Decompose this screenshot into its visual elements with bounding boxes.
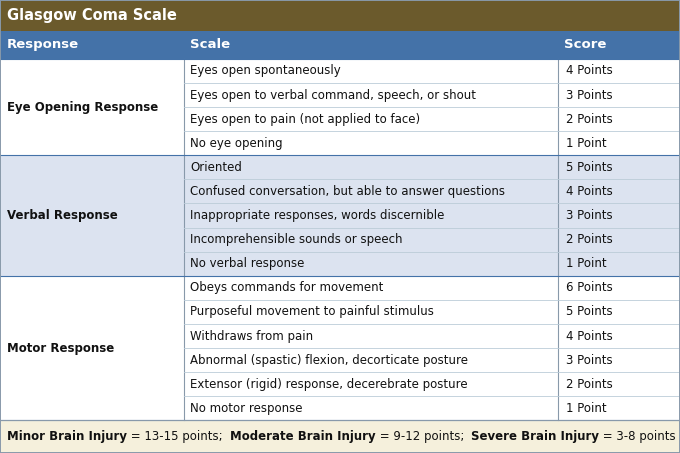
Text: Abnormal (spastic) flexion, decorticate posture: Abnormal (spastic) flexion, decorticate … [190, 354, 469, 366]
Text: = 3-8 points: = 3-8 points [600, 430, 676, 443]
Bar [0, 155, 680, 276]
Text: 3 Points: 3 Points [566, 209, 613, 222]
Text: = 9-12 points;: = 9-12 points; [375, 430, 471, 443]
Text: Response: Response [7, 39, 79, 51]
Text: Eyes open spontaneously: Eyes open spontaneously [190, 64, 341, 77]
Text: 1 Point: 1 Point [566, 257, 607, 270]
Text: Incomprehensible sounds or speech: Incomprehensible sounds or speech [190, 233, 403, 246]
Bar [0, 0, 680, 31]
Text: 3 Points: 3 Points [566, 88, 613, 101]
Text: Score: Score [564, 39, 607, 51]
Text: Glasgow Coma Scale: Glasgow Coma Scale [7, 8, 177, 23]
Text: Withdraws from pain: Withdraws from pain [190, 329, 313, 342]
Text: Obeys commands for movement: Obeys commands for movement [190, 281, 384, 294]
Bar [0, 276, 680, 420]
Text: Oriented: Oriented [190, 161, 242, 174]
Text: Confused conversation, but able to answer questions: Confused conversation, but able to answe… [190, 185, 505, 198]
Text: 2 Points: 2 Points [566, 378, 613, 391]
Text: 4 Points: 4 Points [566, 64, 613, 77]
Text: No motor response: No motor response [190, 402, 303, 415]
Text: 5 Points: 5 Points [566, 161, 613, 174]
Text: 2 Points: 2 Points [566, 233, 613, 246]
Text: Eyes open to pain (not applied to face): Eyes open to pain (not applied to face) [190, 113, 420, 125]
Text: 3 Points: 3 Points [566, 354, 613, 366]
Text: 6 Points: 6 Points [566, 281, 613, 294]
Text: 5 Points: 5 Points [566, 305, 613, 318]
Bar [0, 59, 680, 155]
Text: Eyes open to verbal command, speech, or shout: Eyes open to verbal command, speech, or … [190, 88, 477, 101]
Text: 4 Points: 4 Points [566, 185, 613, 198]
Text: 1 Point: 1 Point [566, 137, 607, 150]
Text: Motor Response: Motor Response [7, 342, 114, 355]
Text: 2 Points: 2 Points [566, 113, 613, 125]
Text: Extensor (rigid) response, decerebrate posture: Extensor (rigid) response, decerebrate p… [190, 378, 468, 391]
Text: Moderate Brain Injury: Moderate Brain Injury [230, 430, 375, 443]
Text: Inappropriate responses, words discernible: Inappropriate responses, words discernib… [190, 209, 445, 222]
Text: Eye Opening Response: Eye Opening Response [7, 101, 158, 114]
Bar [0, 31, 680, 59]
Text: No eye opening: No eye opening [190, 137, 283, 150]
Text: Severe Brain Injury: Severe Brain Injury [471, 430, 600, 443]
Bar [0, 420, 680, 453]
Text: No verbal response: No verbal response [190, 257, 305, 270]
Text: = 13-15 points;: = 13-15 points; [126, 430, 230, 443]
Text: 4 Points: 4 Points [566, 329, 613, 342]
Text: Purposeful movement to painful stimulus: Purposeful movement to painful stimulus [190, 305, 435, 318]
Text: Minor Brain Injury: Minor Brain Injury [7, 430, 126, 443]
Text: Scale: Scale [190, 39, 231, 51]
Text: Verbal Response: Verbal Response [7, 209, 118, 222]
Text: 1 Point: 1 Point [566, 402, 607, 415]
